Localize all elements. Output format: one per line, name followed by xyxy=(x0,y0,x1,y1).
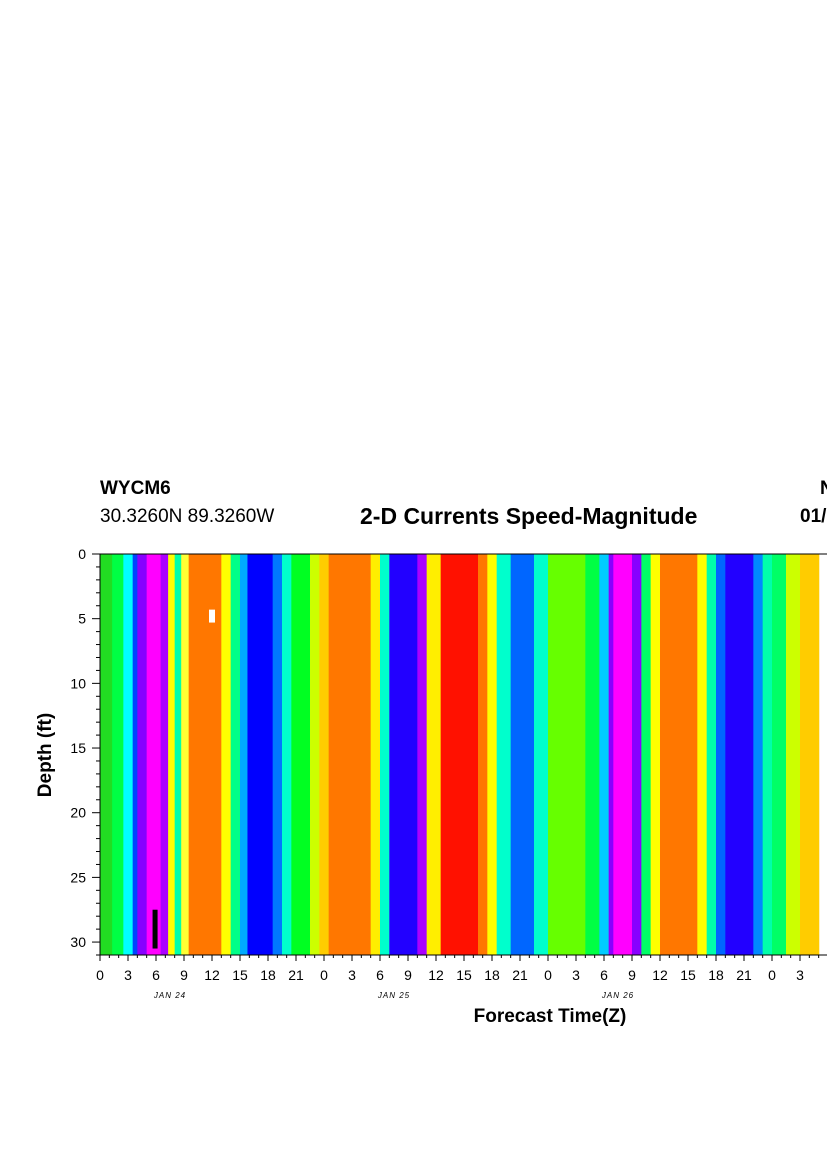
x-tick-label: 21 xyxy=(512,967,528,983)
date-label: JAN 24 xyxy=(153,991,186,1000)
white-marker xyxy=(209,609,215,623)
header-right-line2: 01/ xyxy=(800,506,827,527)
heatmap-band xyxy=(725,554,754,955)
x-tick-label: 12 xyxy=(428,967,444,983)
x-tick-label: 18 xyxy=(484,967,500,983)
heatmap-band xyxy=(697,554,708,955)
x-tick-label: 3 xyxy=(572,967,580,983)
x-tick-label: 21 xyxy=(288,967,304,983)
heatmap-band xyxy=(608,554,614,955)
x-tick-label: 0 xyxy=(768,967,776,983)
y-tick-label: 25 xyxy=(70,869,86,885)
chart-title: 2-D Currents Speed-Magnitude xyxy=(360,503,698,529)
heatmap-band xyxy=(328,554,372,955)
heatmap-band xyxy=(380,554,390,955)
heatmap-band xyxy=(272,554,283,955)
heatmap-band xyxy=(487,554,498,955)
heatmap-band xyxy=(291,554,311,955)
y-tick-label: 20 xyxy=(70,805,86,821)
x-tick-label: 6 xyxy=(376,967,384,983)
heatmap-band xyxy=(426,554,442,955)
black-marker xyxy=(152,909,158,949)
x-tick-label: 9 xyxy=(404,967,412,983)
heatmap-band xyxy=(221,554,232,955)
y-tick-label: 0 xyxy=(78,546,86,562)
x-tick-label: 9 xyxy=(628,967,636,983)
x-tick-label: 6 xyxy=(600,967,608,983)
heatmap-band xyxy=(753,554,764,955)
y-tick-label: 5 xyxy=(78,611,86,627)
heatmap-cells xyxy=(100,554,820,955)
heatmap-band xyxy=(534,554,549,955)
heatmap-band xyxy=(599,554,610,955)
heatmap-band xyxy=(800,554,820,955)
heatmap-band xyxy=(174,554,182,955)
y-tick-label: 30 xyxy=(70,934,86,950)
heatmap-band xyxy=(660,554,698,955)
date-label: JAN 25 xyxy=(377,991,410,1000)
x-tick-label: 0 xyxy=(96,967,104,983)
heatmap-band xyxy=(613,554,633,955)
x-tick-label: 3 xyxy=(124,967,132,983)
heatmap-band xyxy=(123,554,134,955)
heatmap-band xyxy=(650,554,661,955)
x-tick-label: 18 xyxy=(708,967,724,983)
heatmap-band xyxy=(417,554,428,955)
x-tick-label: 18 xyxy=(260,967,276,983)
heatmap-band xyxy=(440,554,479,955)
station-coords: 30.3260N 89.3260W xyxy=(100,506,275,527)
heatmap-band xyxy=(496,554,512,955)
station-id: WYCM6 xyxy=(100,478,171,499)
heatmap-band xyxy=(716,554,726,955)
heatmap-band xyxy=(585,554,600,955)
heatmap-band xyxy=(319,554,330,955)
heatmap-band xyxy=(478,554,488,955)
x-tick-label: 0 xyxy=(320,967,328,983)
heatmap-band xyxy=(389,554,418,955)
heatmap-band xyxy=(188,554,222,955)
heatmap-band xyxy=(240,554,249,955)
x-tick-label: 3 xyxy=(348,967,356,983)
x-tick-label: 21 xyxy=(736,967,752,983)
x-tick-label: 3 xyxy=(796,967,804,983)
heatmap-band xyxy=(230,554,241,955)
heatmap-band xyxy=(641,554,652,955)
x-tick-label: 6 xyxy=(152,967,160,983)
y-tick-label: 15 xyxy=(70,740,86,756)
heatmap-band xyxy=(370,554,381,955)
heatmap-band xyxy=(772,554,787,955)
header-right-line1: N xyxy=(820,478,827,499)
date-label: JAN 26 xyxy=(601,991,634,1000)
heatmap-band xyxy=(132,554,138,955)
heatmap-band xyxy=(762,554,773,955)
x-tick-label: 15 xyxy=(232,967,248,983)
x-tick-label: 15 xyxy=(680,967,696,983)
heatmap-band xyxy=(137,554,148,955)
heatmap-band xyxy=(247,554,274,955)
heatmap-band xyxy=(146,554,162,955)
x-tick-label: 15 xyxy=(456,967,472,983)
heatmap-band xyxy=(100,554,113,955)
heatmap-band xyxy=(160,554,169,955)
x-tick-label: 12 xyxy=(204,967,220,983)
x-tick-label: 12 xyxy=(652,967,668,983)
y-tick-label: 10 xyxy=(70,675,86,691)
heatmap-band xyxy=(112,554,124,955)
heatmap-band xyxy=(548,554,586,955)
x-axis-label: Forecast Time(Z) xyxy=(473,1006,627,1027)
heatmap-band xyxy=(168,554,176,955)
heatmap-band xyxy=(786,554,801,955)
heatmap-band xyxy=(510,554,535,955)
heatmap-band xyxy=(310,554,320,955)
heatmap-band xyxy=(706,554,717,955)
heatmap-band xyxy=(282,554,292,955)
heatmap-band xyxy=(181,554,190,955)
x-tick-label: 9 xyxy=(180,967,188,983)
x-tick-label: 0 xyxy=(544,967,552,983)
heatmap-band xyxy=(632,554,642,955)
